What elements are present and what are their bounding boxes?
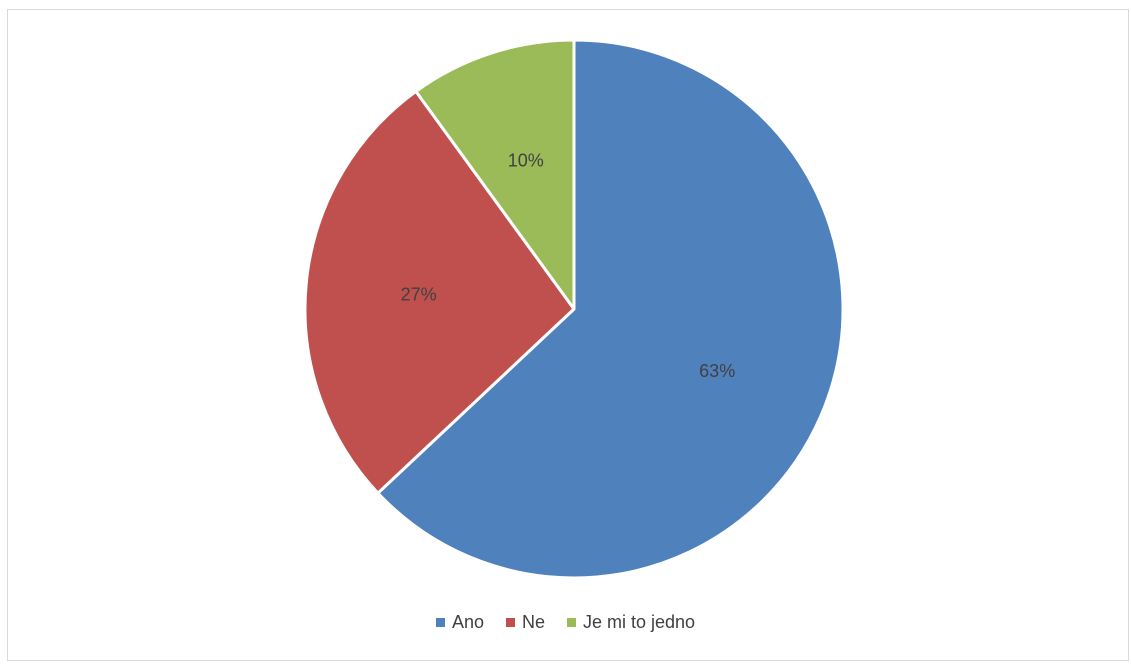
legend-swatch [435, 618, 445, 627]
data-label-je-mi-to-jedno: 10% [508, 151, 544, 171]
pie-slice-ano [376, 38, 845, 580]
pie-slice-ne [303, 89, 576, 495]
legend-swatch [505, 618, 515, 627]
legend-item-ano: Ano [435, 612, 484, 633]
pie-slice-je-mi-to-jedno [414, 38, 576, 311]
data-label-ano: 63% [699, 361, 735, 381]
legend-label: Ano [451, 612, 484, 632]
pie-data-labels: 63% 27% 10% [401, 151, 736, 381]
legend-label: Ne [521, 612, 545, 632]
data-label-ne: 27% [401, 284, 437, 304]
legend-item-ne: Ne [505, 612, 545, 633]
legend-label: Je mi to jedno [582, 612, 696, 632]
legend-item-je-mi-to-jedno: Je mi to jedno [566, 612, 696, 633]
legend-swatch [566, 618, 576, 627]
legend: Ano Ne Je mi to jedno [0, 612, 1131, 633]
pie-slices [303, 38, 845, 580]
